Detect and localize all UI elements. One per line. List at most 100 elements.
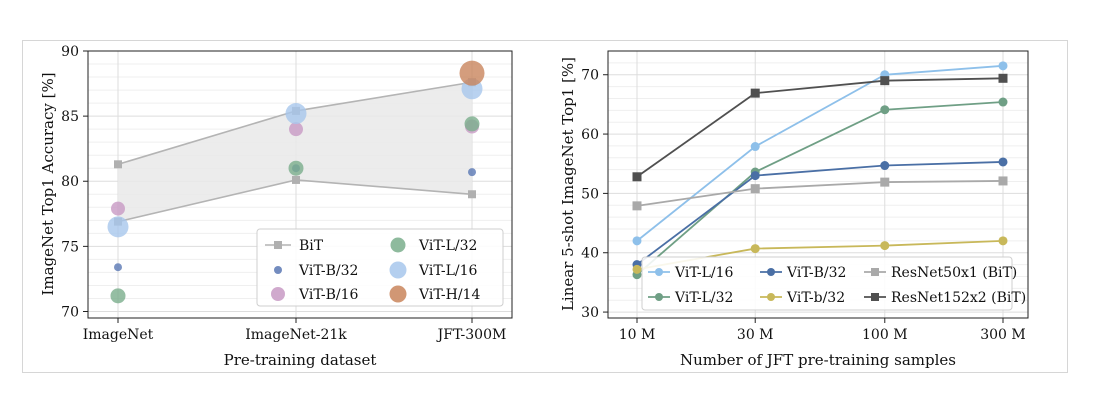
- point-vit-l-16: [998, 61, 1008, 71]
- point-vit-l-16: [632, 236, 642, 246]
- left-legend-box: [256, 228, 504, 307]
- right-legend: ViT-L/16 ViT-B/32 ResNet50x1 (BiT) ViT-L/32…: [641, 256, 1026, 311]
- legend-swatch-marker-resnet152x2-bit: [871, 293, 879, 301]
- point-vit-b-16: [111, 201, 125, 216]
- left-x-tick-label: ImageNet: [83, 327, 154, 343]
- point-resnet152x2-bit: [750, 88, 760, 98]
- right-x-axis-label: Number of JFT pre-training samples: [680, 351, 956, 369]
- left-x-tick-label: ImageNet-21k: [245, 327, 347, 343]
- right-chart: 30 40 50 60 70 10 M 30 M 100 M 300 M Number of …: [559, 50, 1029, 369]
- left-y-axis-label: ImageNet Top1 Accuracy [%]: [39, 72, 57, 295]
- right-y-tick-label: 40: [581, 246, 599, 262]
- legend-label-resnet152x2-bit: ResNet152x2 (BiT): [891, 290, 1026, 306]
- point-resnet50x1-bit: [998, 176, 1008, 186]
- series-resnet50x1-bit: [632, 176, 1008, 211]
- point-resnet50x1-bit: [750, 184, 760, 194]
- left-x-ticks: ImageNet ImageNet-21k JFT-300M: [83, 318, 507, 343]
- left-x-tick-label: JFT-300M: [436, 327, 507, 343]
- right-y-tick-label: 60: [581, 127, 599, 143]
- point-vit-l-32: [880, 105, 890, 115]
- point-vit-l-32: [110, 288, 126, 304]
- line-vit-l-32: [636, 101, 1004, 276]
- legend-label-bit: BiT: [299, 238, 324, 254]
- legend-swatch-marker-vit-l-16: [655, 268, 663, 276]
- legend-label-vit-b-32: ViT-B/32: [298, 263, 358, 279]
- legend-label-vit-l-32: ViT-L/32: [674, 290, 733, 306]
- legend-swatch-vit-l-16: [389, 261, 407, 279]
- left-y-tick-label: 85: [61, 109, 79, 125]
- right-marks: [632, 61, 1008, 280]
- legend-swatch-marker-vit-b-32: [767, 293, 775, 301]
- bit-point: [292, 175, 300, 184]
- right-x-tick-label: 100 M: [862, 327, 908, 343]
- left-x-axis-label: Pre-training dataset: [224, 351, 377, 369]
- point-resnet152x2-bit: [632, 172, 642, 182]
- left-y-ticks: 70 75 80 85 90: [61, 44, 88, 320]
- point-vit-b-32: [998, 157, 1008, 167]
- legend-label-vit-l-16: ViT-L/16: [674, 265, 734, 281]
- legend-label-vit-b-16: ViT-B/16: [298, 287, 359, 303]
- right-y-axis-label: Linear 5-shot ImageNet Top1 [%]: [559, 57, 577, 311]
- point-vit-b-16: [289, 122, 303, 137]
- line-vit-l-16: [636, 64, 1004, 242]
- point-vit-b-32: [632, 264, 642, 274]
- left-y-tick-label: 75: [61, 239, 79, 255]
- point-vit-l-16: [107, 216, 129, 238]
- line-resnet50x1-bit: [636, 180, 1004, 207]
- point-vit-l-16: [285, 103, 307, 125]
- legend-swatch-marker-resnet50x1-bit: [871, 268, 879, 276]
- point-resnet50x1-bit: [880, 177, 890, 187]
- point-vit-b-32: [114, 263, 122, 272]
- point-vit-l-16: [750, 142, 760, 152]
- left-marks: [107, 60, 485, 304]
- point-vit-b-32: [880, 161, 890, 171]
- point-resnet152x2-bit: [880, 76, 890, 86]
- right-y-tick-label: 30: [581, 305, 599, 321]
- legend-swatch-marker-vit-b-32: [767, 268, 775, 276]
- point-vit-l-32: [288, 160, 304, 176]
- legend-swatch-vit-b-16: [271, 287, 285, 301]
- left-y-tick-label: 70: [61, 304, 79, 320]
- legend-label-resnet50x1-bit: ResNet50x1 (BiT): [891, 265, 1017, 281]
- legend-swatch-vit-h-14: [389, 285, 407, 303]
- point-vit-l-32: [464, 116, 480, 132]
- right-y-tick-label: 50: [581, 186, 599, 202]
- right-y-ticks: 30 40 50 60 70: [581, 68, 608, 321]
- point-vit-l-32: [998, 97, 1008, 107]
- legend-label-vit-l-16: ViT-L/16: [418, 263, 478, 279]
- bit-point: [114, 160, 122, 169]
- line-vit-b-32: [636, 161, 1004, 266]
- legend-swatch-bit-marker: [274, 241, 282, 249]
- right-legend-box: [641, 256, 1013, 311]
- right-x-tick-label: 30 M: [737, 327, 774, 343]
- legend-swatch-vit-b-32: [274, 266, 282, 274]
- left-legend: BiT ViT-L/32 ViT-B/32 ViT-L/16 ViT-B/16 ViT-H…: [256, 228, 504, 307]
- point-resnet50x1-bit: [632, 201, 642, 211]
- point-vit-h-14: [459, 60, 485, 86]
- point-resnet152x2-bit: [998, 73, 1008, 83]
- legend-label-vit-l-32: ViT-L/32: [418, 238, 477, 254]
- bit-point: [468, 190, 476, 199]
- legend-label-vit-b-32: ViT-B/32: [786, 265, 846, 281]
- series-resnet152x2-bit: [632, 73, 1008, 182]
- left-y-tick-label: 80: [61, 174, 79, 190]
- legend-label-vit-b-32: ViT-b/32: [786, 290, 845, 306]
- left-plot-frame: [87, 50, 513, 319]
- point-vit-b-32: [750, 171, 760, 181]
- point-vit-b-32: [750, 244, 760, 254]
- right-y-tick-label: 70: [581, 68, 599, 84]
- legend-swatch-vit-l-32: [390, 237, 406, 253]
- legend-label-vit-h-14: ViT-H/14: [418, 287, 480, 303]
- point-vit-b-32: [998, 236, 1008, 246]
- right-plot-frame: [607, 50, 1029, 319]
- legend-swatch-marker-vit-l-32: [655, 293, 663, 301]
- point-vit-b-32: [880, 241, 890, 251]
- point-vit-b-32: [468, 168, 476, 177]
- right-x-tick-label: 300 M: [980, 327, 1026, 343]
- left-y-tick-label: 90: [61, 44, 79, 60]
- right-x-tick-label: 10 M: [619, 327, 656, 343]
- line-resnet152x2-bit: [636, 77, 1004, 178]
- right-x-ticks: 10 M 30 M 100 M 300 M: [619, 318, 1026, 343]
